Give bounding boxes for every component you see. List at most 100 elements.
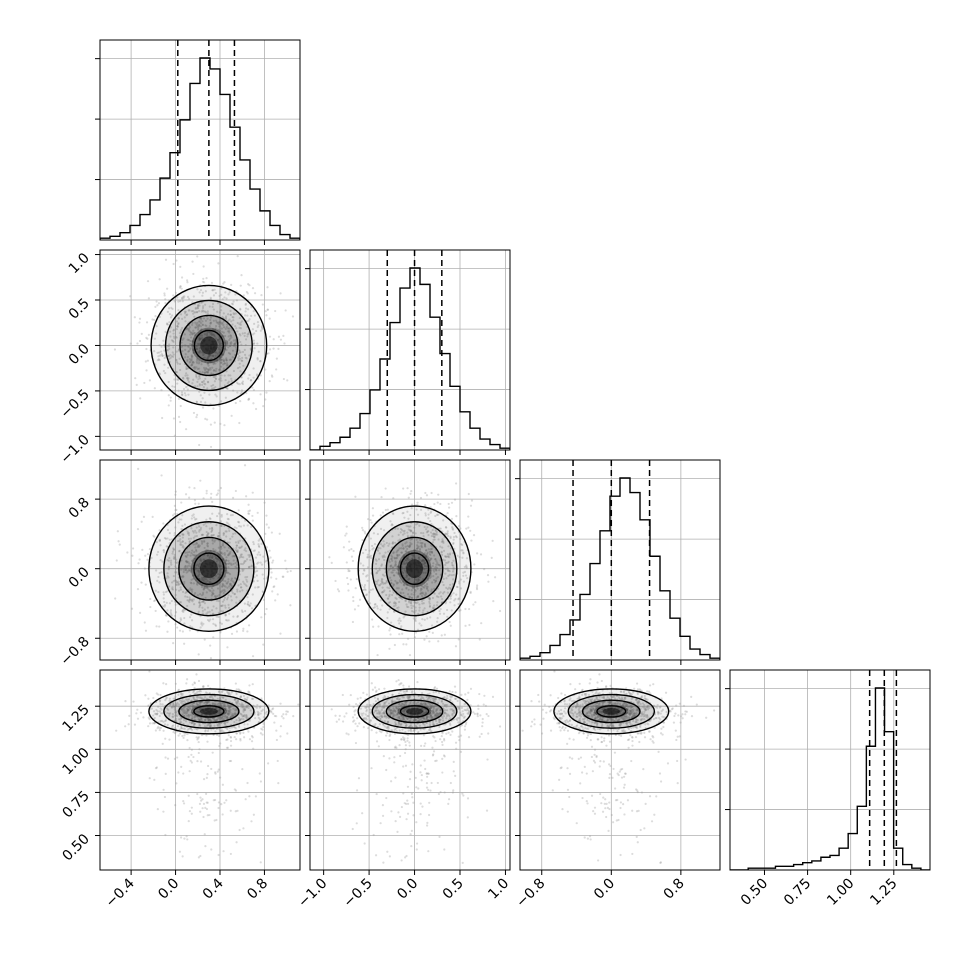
sample-point [192, 378, 195, 381]
sample-point [158, 315, 161, 319]
sample-point [118, 543, 121, 546]
sample-point [229, 705, 232, 708]
sample-point [189, 727, 192, 730]
sample-point [208, 517, 211, 520]
sample-point [217, 321, 220, 324]
sample-point [449, 547, 453, 550]
sample-point [432, 533, 436, 536]
sample-point [227, 566, 230, 569]
sample-point [439, 709, 442, 712]
sample-point [194, 564, 198, 567]
sample-point [437, 640, 440, 643]
sample-point [192, 706, 195, 709]
sample-point [216, 321, 219, 325]
sample-point [191, 321, 194, 324]
sample-point [239, 562, 243, 566]
sample-point [461, 556, 464, 559]
sample-point [247, 730, 250, 733]
sample-point [229, 735, 232, 739]
sample-point [239, 712, 243, 716]
sample-point [491, 539, 494, 542]
sample-point [441, 546, 444, 549]
sample-point [257, 544, 261, 548]
sample-point [394, 579, 397, 583]
sample-point [212, 533, 215, 537]
sample-point [240, 706, 243, 709]
sample-point [433, 592, 436, 595]
sample-point [180, 341, 183, 344]
sample-point [243, 560, 246, 563]
sample-point [205, 792, 208, 796]
sample-point [188, 327, 191, 330]
sample-point [181, 533, 184, 536]
sample-point [235, 718, 238, 722]
sample-point [370, 767, 373, 770]
sample-point [209, 321, 213, 324]
sample-point [228, 709, 231, 712]
sample-point [172, 702, 175, 706]
sample-point [195, 400, 198, 403]
sample-point [379, 547, 382, 550]
sample-point [246, 781, 249, 785]
sample-point [214, 772, 217, 775]
sample-point [445, 586, 448, 589]
sample-point [225, 738, 228, 742]
sample-point [457, 735, 460, 738]
sample-point [169, 712, 172, 715]
sample-point [228, 562, 231, 565]
sample-point [171, 355, 175, 358]
sample-point [160, 389, 163, 392]
sample-point [197, 543, 200, 547]
sample-point [249, 558, 252, 562]
sample-point [286, 710, 289, 713]
sample-point [172, 703, 175, 706]
sample-point [335, 720, 338, 723]
sample-point [186, 295, 190, 299]
sample-point [243, 723, 246, 726]
sample-point [195, 347, 198, 351]
sample-point [186, 560, 189, 563]
sample-point [192, 755, 195, 759]
sample-point [208, 580, 211, 584]
sample-point [183, 734, 186, 737]
sample-point [413, 581, 416, 584]
sample-point [261, 733, 264, 736]
sample-point [181, 708, 184, 711]
sample-point [185, 571, 188, 574]
sample-point [261, 708, 264, 711]
sample-point [190, 357, 193, 360]
sample-point [176, 325, 179, 328]
sample-point [200, 337, 203, 340]
sample-point [232, 316, 235, 319]
sample-point [395, 587, 399, 590]
sample-point [171, 339, 175, 342]
sample-point [433, 538, 436, 541]
sample-point [225, 370, 228, 373]
sample-point [433, 570, 436, 573]
sample-point [201, 323, 204, 327]
sample-point [286, 570, 289, 573]
sample-point [434, 568, 437, 571]
sample-point [396, 553, 399, 556]
sample-point [172, 332, 175, 335]
sample-point [383, 712, 386, 716]
sample-point [162, 729, 165, 732]
sample-point [285, 710, 288, 713]
sample-point [447, 502, 450, 506]
sample-point [180, 721, 183, 724]
sample-point [199, 626, 202, 629]
sample-point [251, 514, 254, 518]
sample-point [190, 717, 193, 720]
sample-point [168, 321, 171, 324]
sample-point [202, 600, 205, 603]
sample-point [206, 606, 210, 609]
sample-point [370, 544, 374, 548]
sample-point [452, 568, 455, 571]
sample-point [371, 588, 374, 591]
panel-content [520, 460, 720, 660]
sample-point [439, 591, 442, 594]
sample-point [446, 532, 449, 535]
sample-point [242, 629, 245, 632]
panel-content [100, 670, 300, 870]
sample-point [433, 607, 436, 610]
